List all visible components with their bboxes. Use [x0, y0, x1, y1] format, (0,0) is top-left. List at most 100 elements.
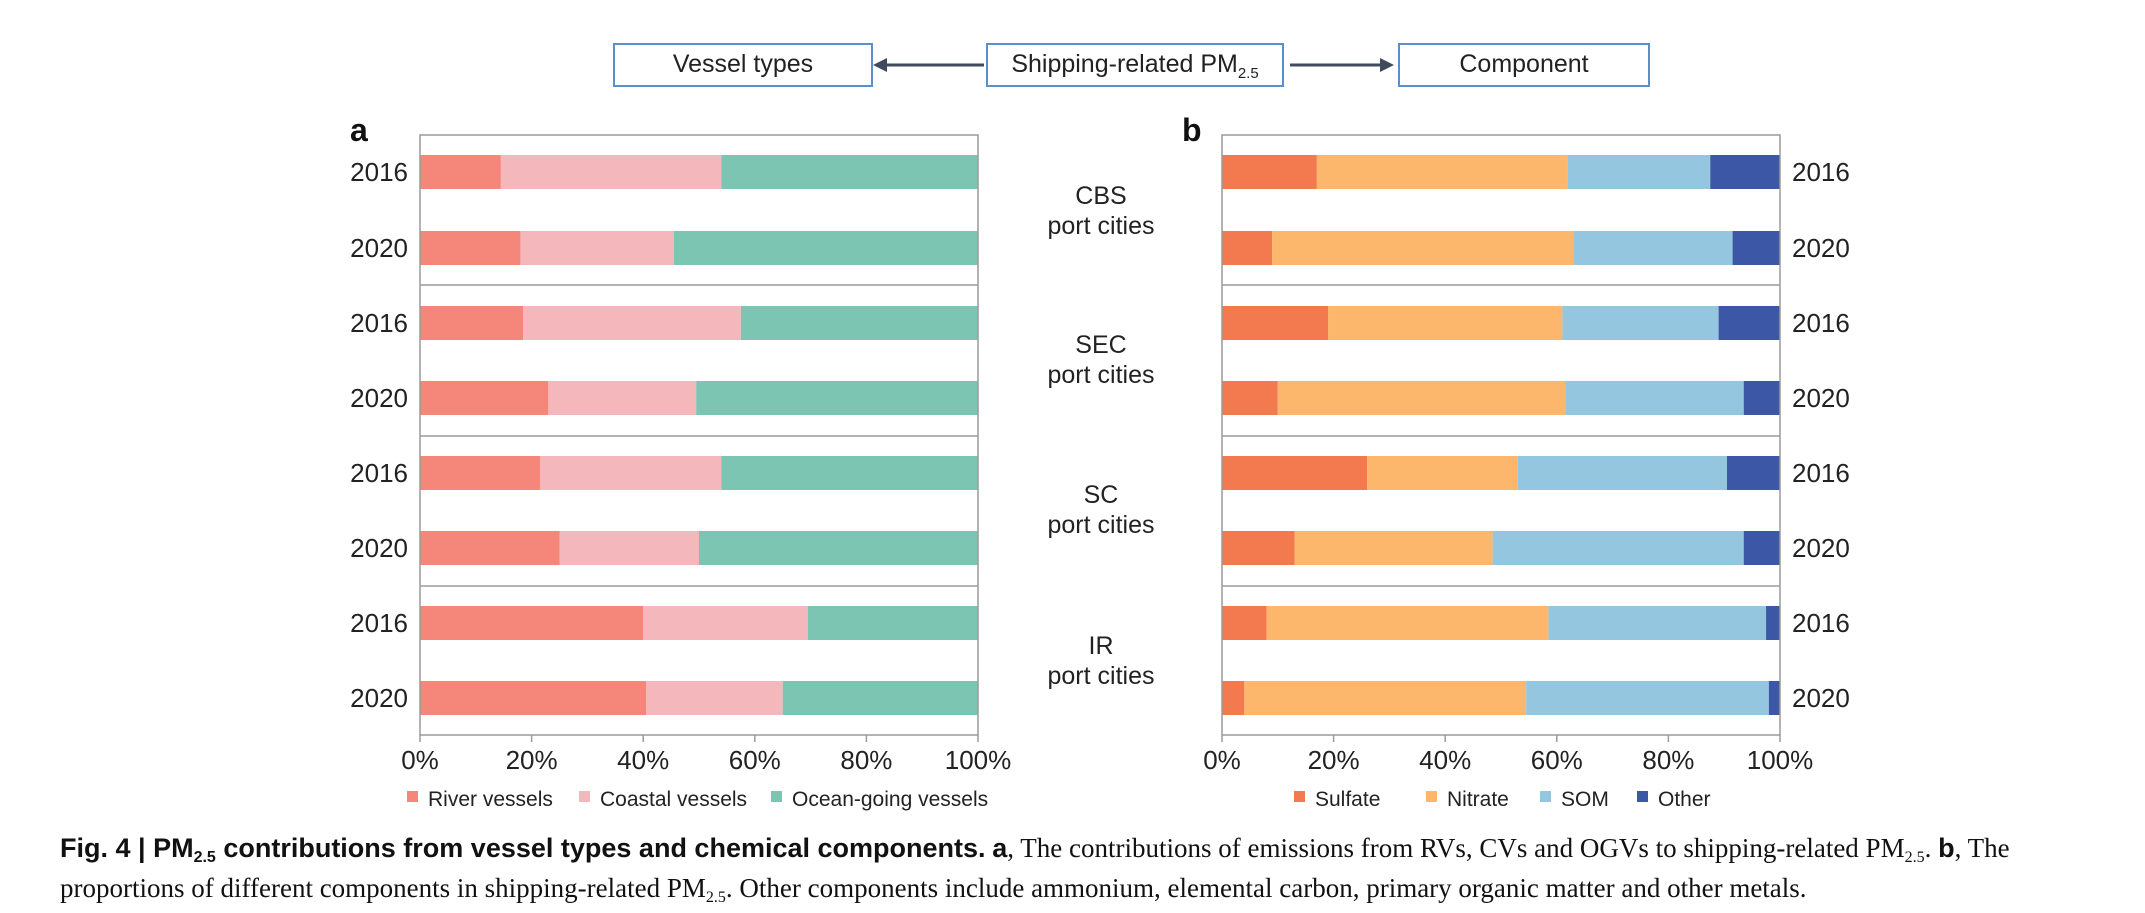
arrow-right-icon [1290, 58, 1394, 72]
panel-b-bar-som-5 [1492, 531, 1744, 565]
region-label-ir-line2: port cities [1048, 662, 1155, 690]
vessel-types-box-label: Vessel types [672, 50, 814, 78]
panel-a-year-label-1: 2020 [350, 233, 408, 263]
panel-a-bar-ocean-going-vessels-5 [699, 531, 978, 565]
panel-b-bar-sulfate-7 [1222, 681, 1245, 715]
panel-a-bar-ocean-going-vessels-3 [696, 381, 978, 415]
panel-b-legend-label-0: Sulfate [1315, 788, 1380, 811]
panel-a-bar-coastal-vessels-3 [548, 381, 697, 415]
arrow-left-icon [873, 58, 984, 72]
caption-title-main: PM [153, 833, 194, 863]
panel-a-legend-swatch-0 [407, 791, 418, 802]
panel-b-bar-other-2 [1718, 306, 1780, 340]
caption-title-rest: contributions from vessel types and chem… [215, 833, 986, 863]
panel-a-x-tick-label-2: 40% [617, 745, 669, 775]
panel-a-year-label-5: 2020 [350, 533, 408, 563]
panel-a-bar-river-vessels-0 [420, 155, 501, 189]
caption-a-label: a [992, 833, 1008, 863]
panel-a-year-label-2: 2016 [350, 308, 408, 338]
panel-b-bar-som-3 [1565, 381, 1744, 415]
panel-a-legend-label-2: Ocean-going vessels [792, 788, 988, 811]
panel-a-x-tick-label-5: 100% [945, 745, 1012, 775]
panel-b-bar-som-7 [1526, 681, 1769, 715]
panel-b-bar-sulfate-6 [1222, 606, 1267, 640]
panel-b-bar-other-1 [1732, 231, 1780, 265]
panel-a-legend-swatch-1 [579, 791, 590, 802]
region-label-cbs-line1: CBS [1075, 182, 1126, 210]
panel-a-bar-ocean-going-vessels-2 [740, 306, 978, 340]
panel-b-bar-nitrate-5 [1294, 531, 1493, 565]
caption-title: PM2.5 contributions from vessel types an… [153, 833, 986, 866]
region-label-sc-line2: port cities [1048, 511, 1155, 539]
panel-b-bar-nitrate-3 [1277, 381, 1566, 415]
panel-a-bar-river-vessels-3 [420, 381, 549, 415]
caption-title-subscript: 2.5 [193, 849, 216, 866]
component-box: Component [1398, 43, 1650, 87]
panel-b-year-label-3: 2020 [1792, 383, 1850, 413]
panel-b-bar-sulfate-5 [1222, 531, 1295, 565]
panel-a-bar-ocean-going-vessels-4 [721, 456, 978, 490]
panel-b-year-label-7: 2020 [1792, 683, 1850, 713]
region-label-sc-line1: SC [1084, 481, 1119, 509]
panel-a-legend-swatch-2 [771, 791, 782, 802]
panel-b-bar-sulfate-0 [1222, 155, 1317, 189]
panel-a-bar-river-vessels-6 [420, 606, 644, 640]
region-label-sec: SEC port cities [1048, 331, 1155, 389]
region-label-cbs-line2: port cities [1048, 212, 1155, 240]
panel-b-x-tick-label-3: 60% [1531, 745, 1583, 775]
panel-a-label: a [350, 112, 368, 148]
panel-a-x-tick-label-3: 60% [729, 745, 781, 775]
panel-a-bar-coastal-vessels-2 [523, 306, 741, 340]
panel-a-bar-coastal-vessels-7 [645, 681, 783, 715]
region-label-sc: SC port cities [1048, 481, 1155, 539]
panel-b-legend-label-3: Other [1658, 788, 1711, 811]
caption-b-label: b [1938, 833, 1955, 863]
panel-a-bar-coastal-vessels-0 [500, 155, 722, 189]
caption-b-subscript: 2.5 [705, 889, 726, 906]
panel-b-bar-nitrate-4 [1367, 456, 1518, 490]
figure-caption: Fig. 4 | PM2.5 contributions from vessel… [60, 828, 2140, 908]
panel-b-year-label-4: 2016 [1792, 458, 1850, 488]
panel-b-year-label-5: 2020 [1792, 533, 1850, 563]
legend-panel-a: River vessels Coastal vessels Ocean-going … [407, 788, 988, 811]
panel-a-bar-ocean-going-vessels-1 [673, 231, 978, 265]
panel-a-bar-ocean-going-vessels-6 [807, 606, 978, 640]
panel-a-bar-coastal-vessels-6 [643, 606, 808, 640]
caption-fig-label: Fig. 4 | [60, 833, 154, 863]
panel-b-bar-other-4 [1726, 456, 1780, 490]
panel-a-bar-river-vessels-1 [420, 231, 521, 265]
caption-a-text-1: , The contributions of emissions from RV… [1007, 833, 1905, 863]
region-label-ir: IR port cities [1048, 632, 1155, 690]
region-label-cbs: CBS port cities [1048, 182, 1155, 240]
panel-b-bar-som-0 [1567, 155, 1711, 189]
panel-a-bar-river-vessels-2 [420, 306, 524, 340]
panel-a-x-tick-label-0: 0% [401, 745, 439, 775]
panel-b-legend-swatch-3 [1637, 791, 1648, 802]
panel-a-bar-coastal-vessels-1 [520, 231, 674, 265]
panel-a-legend-label-0: River vessels [428, 788, 553, 811]
panel-a-x-tick-label-4: 80% [840, 745, 892, 775]
panel-b-legend-label-2: SOM [1561, 788, 1609, 811]
panel-b-bar-nitrate-0 [1316, 155, 1568, 189]
panel-a-bar-river-vessels-5 [420, 531, 560, 565]
panel-b-bar-som-6 [1548, 606, 1767, 640]
chart-panel-b: 2016 2020 2016 2020 2016 2020 2016 2020 0% 20% 40%… [1203, 134, 1850, 775]
panel-b-year-label-1: 2020 [1792, 233, 1850, 263]
panel-a-bar-coastal-vessels-5 [559, 531, 699, 565]
region-label-sec-line1: SEC [1075, 331, 1126, 359]
panel-a-legend-label-1: Coastal vessels [600, 788, 747, 811]
panel-b-bar-other-3 [1743, 381, 1780, 415]
panel-b-plot-frame [1221, 134, 1781, 736]
panel-b-year-label-6: 2016 [1792, 608, 1850, 638]
panel-a-year-label-0: 2016 [350, 157, 408, 187]
panel-b-bar-nitrate-1 [1272, 231, 1574, 265]
panel-b-x-tick-label-0: 0% [1203, 745, 1241, 775]
panel-b-x-tick-label-4: 80% [1642, 745, 1694, 775]
panel-b-bar-nitrate-2 [1328, 306, 1563, 340]
panel-a-bar-river-vessels-7 [420, 681, 646, 715]
panel-a-bar-coastal-vessels-4 [539, 456, 722, 490]
panel-b-label: b [1182, 112, 1202, 148]
panel-a-year-label-6: 2016 [350, 608, 408, 638]
panel-a-plot-frame [419, 134, 979, 736]
